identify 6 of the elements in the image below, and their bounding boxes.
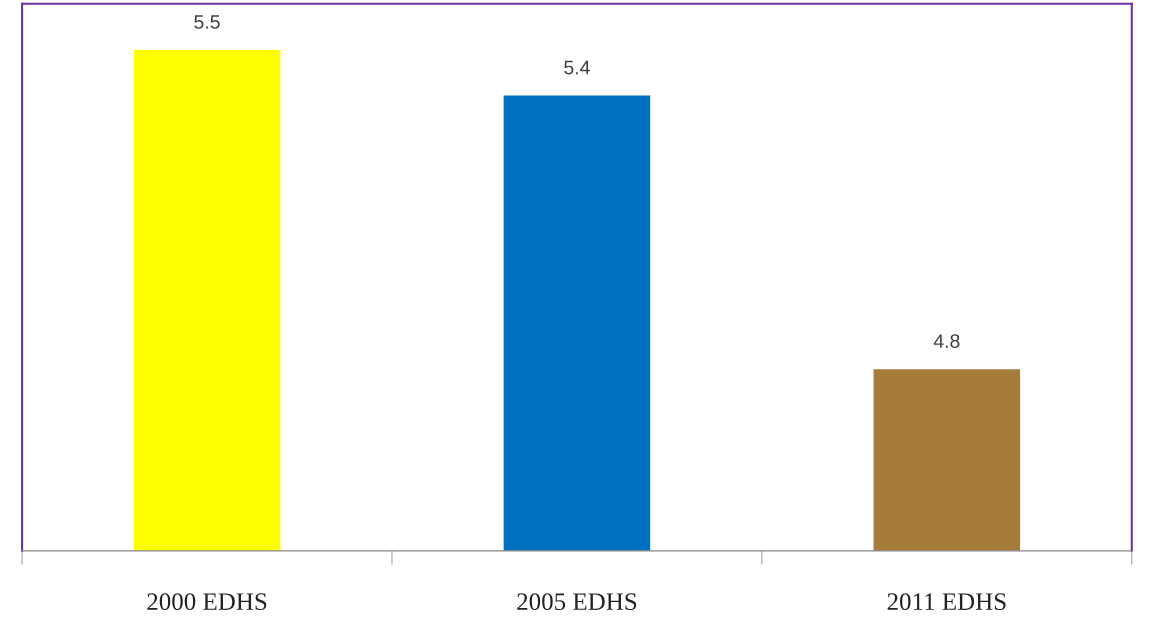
data-label: 5.5 [194, 15, 220, 29]
data-label: 4.8 [933, 334, 960, 348]
x-tick-label: 2000 EDHS [147, 593, 267, 611]
x-tick-label: 2005 EDHS [517, 593, 637, 611]
x-tick-label: 2011 EDHS [887, 593, 1006, 611]
data-label: 5.4 [564, 60, 590, 75]
